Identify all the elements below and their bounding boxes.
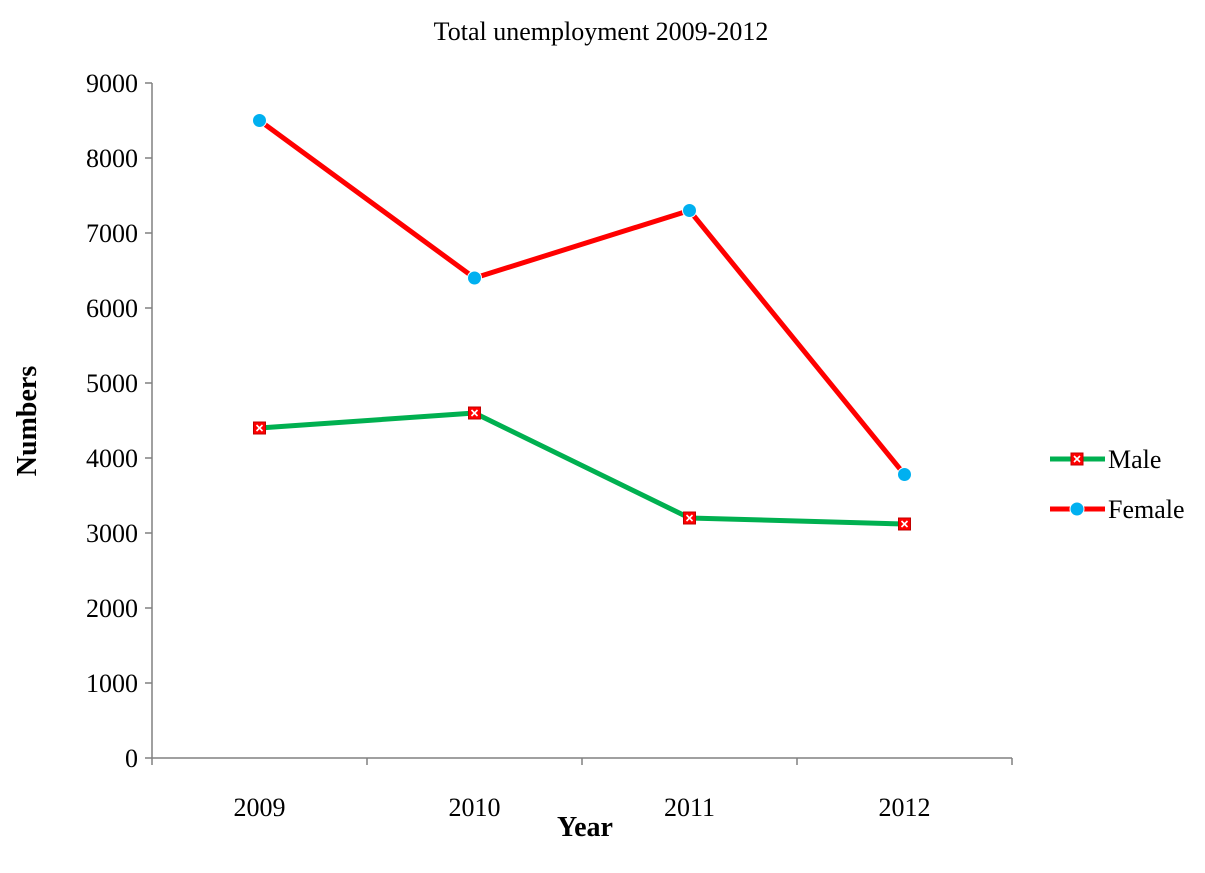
data-point-female [897, 467, 912, 482]
y-tick-label: 7000 [86, 219, 138, 248]
data-point-male [683, 511, 696, 525]
y-axis-ticks: 0 1000 2000 3000 4000 5000 6000 7000 8000 9000 [86, 69, 152, 773]
x-tick-label: 2011 [664, 793, 715, 822]
legend-label: Male [1108, 445, 1161, 474]
data-point-female [682, 203, 697, 218]
y-tick-label: 9000 [86, 69, 138, 98]
x-tick-label: 2012 [879, 793, 931, 822]
data-point-male [898, 517, 911, 531]
y-tick-label: 2000 [86, 594, 138, 623]
y-tick-label: 6000 [86, 294, 138, 323]
series-line-male [257, 410, 907, 527]
chart-title: Total unemployment 2009-2012 [434, 17, 769, 46]
axes [151, 83, 1012, 759]
y-tick-label: 4000 [86, 444, 138, 473]
data-point-male [468, 406, 481, 420]
series-female [252, 113, 912, 482]
x-tick-label: 2009 [234, 793, 286, 822]
marker-cross [255, 424, 264, 432]
data-point-male [253, 421, 266, 435]
y-tick-label: 0 [125, 744, 138, 773]
y-tick-label: 8000 [86, 144, 138, 173]
marker-cross [1073, 455, 1081, 463]
series-male [253, 406, 911, 531]
legend-item-male: Male [1050, 445, 1161, 474]
legend-marker [1070, 452, 1084, 466]
legend-item-female: Female [1050, 495, 1185, 524]
marker-cross [685, 514, 694, 522]
marker-cross [900, 520, 909, 528]
y-tick-label: 5000 [86, 369, 138, 398]
y-axis-title: Numbers [12, 366, 43, 477]
legend: Male Female [1050, 445, 1185, 524]
legend-marker [1069, 501, 1085, 517]
y-tick-label: 1000 [86, 669, 138, 698]
data-point-female [467, 270, 482, 286]
x-axis-ticks: 2009 2010 2011 2012 [151, 758, 1013, 822]
y-tick-label: 3000 [86, 519, 138, 548]
x-tick-label: 2010 [449, 793, 501, 822]
legend-label: Female [1108, 495, 1185, 524]
series-group [252, 113, 912, 531]
series-line-female [257, 118, 907, 477]
x-axis-title: Year [557, 812, 613, 843]
data-point-female [252, 113, 267, 128]
marker-cross [470, 409, 479, 417]
